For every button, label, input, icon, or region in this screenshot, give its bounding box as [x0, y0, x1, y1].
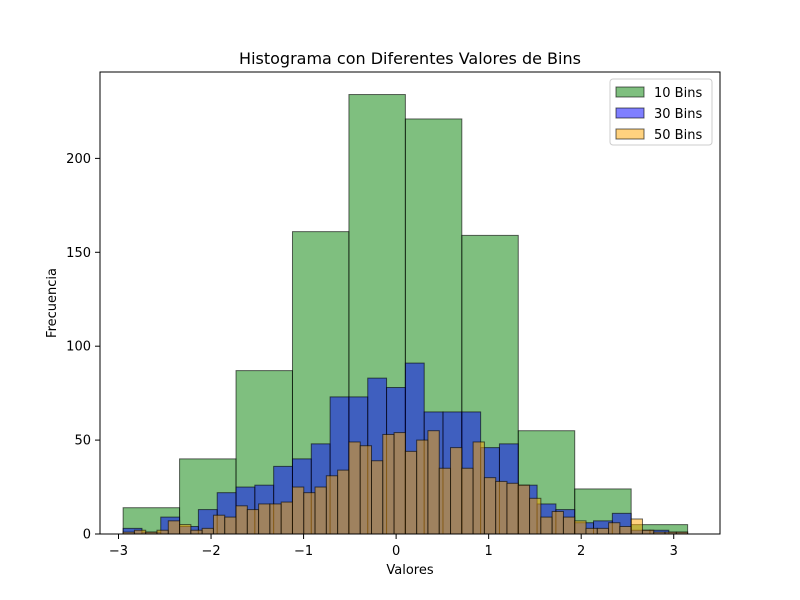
- histogram-bar: [325, 475, 339, 535]
- histogram-bar: [416, 439, 429, 535]
- plot-frame: [99, 71, 721, 535]
- histogram-bar: [551, 510, 564, 535]
- histogram-bar: [495, 480, 508, 535]
- histogram-bar: [562, 516, 576, 535]
- histogram-bar: [529, 497, 542, 535]
- y-tick-label: 200: [66, 152, 91, 167]
- histogram-bar: [303, 492, 316, 535]
- legend-swatch: [615, 107, 645, 119]
- histogram-bar: [461, 467, 474, 535]
- histogram-bar: [438, 467, 452, 535]
- y-tick-label: 50: [74, 434, 91, 449]
- histogram-bar: [246, 509, 260, 535]
- histogram-bar: [382, 433, 395, 535]
- histogram-bar: [133, 529, 147, 535]
- bars-layer: [122, 94, 689, 535]
- y-tick-label: 150: [66, 246, 91, 261]
- histogram-bar: [517, 484, 531, 535]
- histogram-bar: [404, 450, 418, 535]
- histogram-bar: [280, 501, 293, 535]
- legend-swatch: [615, 128, 645, 140]
- chart-title: Histograma con Diferentes Valores de Bin…: [239, 49, 581, 68]
- histogram-bar: [212, 514, 226, 535]
- legend-label: 10 Bins: [654, 86, 702, 101]
- histogram-bar: [641, 529, 655, 535]
- histogram-bar: [314, 486, 327, 535]
- histogram-bar: [574, 520, 587, 535]
- x-axis-label: Valores: [386, 563, 433, 578]
- histogram-bar: [427, 430, 440, 535]
- histogram-bar: [540, 516, 553, 535]
- histogram-bar: [608, 522, 621, 535]
- legend-label: 30 Bins: [654, 107, 702, 122]
- histogram-bar: [450, 447, 463, 535]
- histogram-bar: [371, 460, 384, 535]
- histogram-bar: [337, 469, 350, 535]
- histogram-bar: [506, 482, 519, 535]
- histogram-bar: [483, 477, 497, 535]
- histogram-bar: [224, 516, 237, 535]
- histogram-bar: [291, 486, 305, 535]
- histogram-bar: [235, 505, 248, 535]
- histogram-bar: [393, 432, 406, 535]
- histogram-bar: [167, 520, 181, 535]
- histogram-bar: [258, 503, 271, 535]
- x-tick-label: −1: [294, 544, 313, 559]
- histogram-bar: [156, 529, 169, 535]
- histogram-bar: [585, 527, 598, 535]
- y-tick-label: 100: [66, 340, 91, 355]
- histogram-bar: [359, 445, 373, 535]
- x-tick-label: 1: [485, 544, 493, 559]
- x-axis-ticks: −3 −2 −1 0 1 2 3: [109, 534, 678, 559]
- x-tick-label: −3: [109, 544, 128, 559]
- histogram-bar: [630, 518, 643, 535]
- histogram-bar: [179, 524, 192, 535]
- legend-label: 50 Bins: [654, 128, 702, 143]
- x-tick-label: 3: [670, 544, 678, 559]
- y-axis-label: Frecuencia: [45, 268, 60, 338]
- histogram-bar: [472, 441, 485, 535]
- histogram-bar: [348, 441, 361, 535]
- x-tick-label: −2: [201, 544, 220, 559]
- histogram-bar: [619, 525, 632, 535]
- histogram-bar: [190, 529, 203, 535]
- legend-swatch: [615, 86, 645, 98]
- legend: 10 Bins 30 Bins 50 Bins: [609, 78, 713, 146]
- histogram-bar: [201, 527, 214, 535]
- y-tick-label: 0: [83, 528, 91, 543]
- histogram-bar: [596, 527, 610, 535]
- y-axis-ticks: 0 50 100 150 200: [66, 152, 100, 543]
- x-tick-label: 0: [392, 544, 400, 559]
- histogram-bar: [269, 503, 282, 535]
- x-tick-label: 2: [577, 544, 585, 559]
- series-3-bars: [122, 430, 689, 535]
